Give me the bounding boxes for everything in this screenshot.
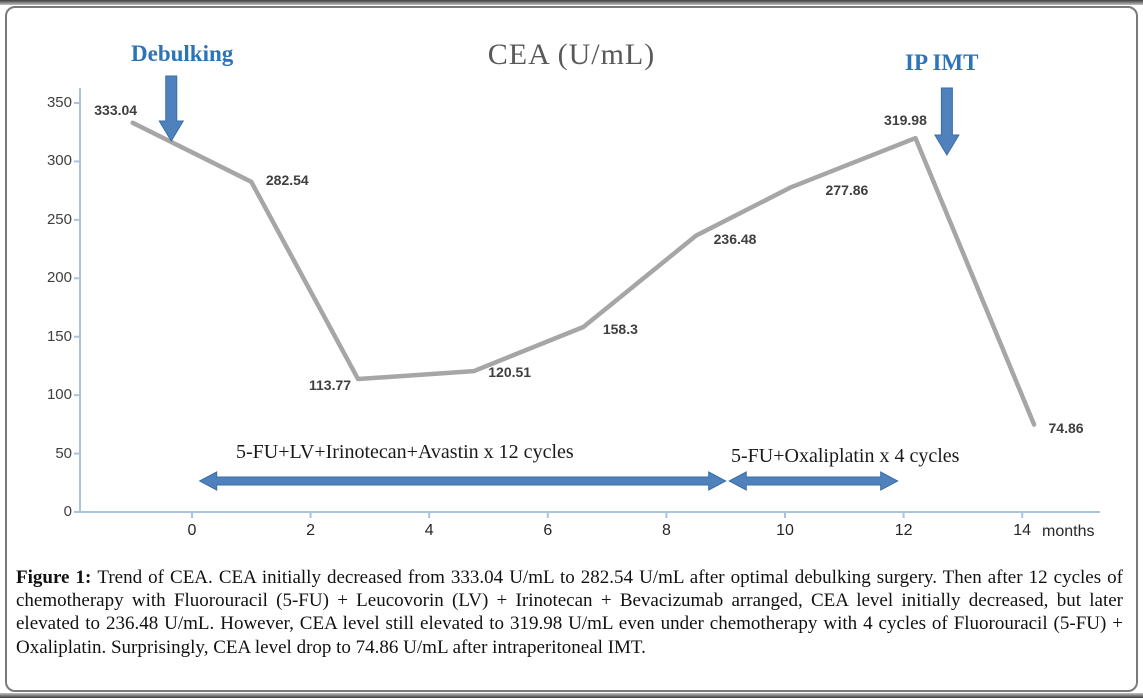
data-point-label: 120.51	[488, 364, 532, 381]
x-tick-label: 0	[187, 522, 197, 539]
data-point-label: 282.54	[265, 171, 309, 188]
x-tick-label: 6	[543, 522, 553, 539]
cea-trend-chart: CEA (U/mL) Debulking IP IMT 5-FU+LV+Irin…	[46, 38, 1100, 540]
y-tick-label: 0	[63, 503, 72, 520]
x-tick-label: 2	[306, 522, 316, 539]
annotation-debulking-label: Debulking	[131, 41, 234, 66]
y-tick-label: 200	[46, 269, 72, 287]
y-tick-label: 100	[46, 386, 72, 404]
cea-series-line	[130, 120, 1037, 427]
y-tick-label: 50	[55, 444, 72, 462]
y-tick-label: 300	[46, 152, 72, 170]
data-point-label: 236.48	[713, 230, 757, 247]
data-point-label: 158.3	[602, 321, 638, 337]
y-tick-label: 350	[46, 93, 72, 111]
figure-caption-tag: Figure 1:	[16, 567, 98, 588]
data-point-label: 277.86	[825, 182, 869, 199]
x-tick-label: 4	[424, 522, 434, 539]
event-down-arrow	[934, 87, 960, 156]
treatment-span-label-irinotecan: 5-FU+LV+Irinotecan+Avastin x 12 cycles	[236, 441, 574, 463]
data-point-label: 333.04	[94, 101, 138, 118]
y-tick-label: 150	[46, 327, 72, 345]
data-point-label: 319.98	[884, 112, 927, 129]
treatment-span-arrow	[198, 471, 727, 491]
y-tick-label: 250	[46, 210, 72, 228]
data-point-label: 74.86	[1048, 419, 1084, 436]
bottom-border-bar	[0, 693, 1143, 698]
x-tick-label: 12	[894, 522, 913, 539]
data-point-label: 113.77	[309, 377, 352, 394]
x-tick-label: 8	[661, 522, 671, 539]
figure-caption: Figure 1: Trend of CEA. CEA initially de…	[16, 566, 1123, 659]
treatment-span-label-oxaliplatin: 5-FU+Oxaliplatin x 4 cycles	[731, 445, 960, 467]
event-down-arrow	[158, 75, 185, 142]
x-tick-label: 14	[1013, 522, 1032, 539]
chart-title: CEA (U/mL)	[487, 38, 656, 71]
x-axis-unit-label: months	[1042, 523, 1095, 540]
figure-caption-text: Trend of CEA. CEA initially decreased fr…	[16, 567, 1123, 658]
chart-canvas	[74, 75, 1100, 518]
x-tick-label: 10	[776, 522, 794, 539]
treatment-span-arrow	[728, 471, 899, 491]
annotation-ip-imt-label: IP IMT	[905, 50, 979, 75]
top-border-bar	[0, 0, 1143, 5]
